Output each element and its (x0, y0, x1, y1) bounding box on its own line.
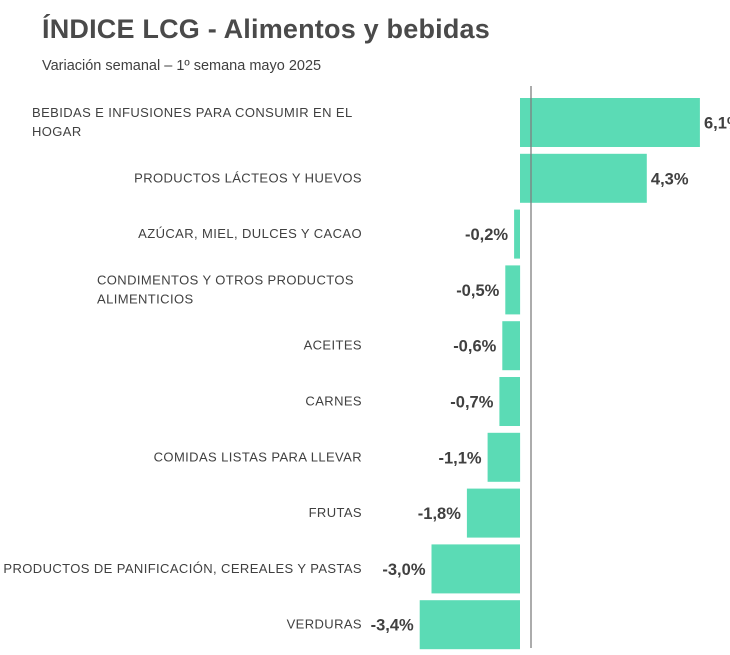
bar-value-label: -3,0% (382, 561, 425, 579)
category-label: VERDURAS (287, 617, 362, 632)
bar (520, 98, 700, 147)
bar-value-label: -0,7% (450, 394, 493, 412)
category-label-line: BEBIDAS E INFUSIONES PARA CONSUMIR EN EL (32, 105, 353, 120)
category-label: COMIDAS LISTAS PARA LLEVAR (154, 449, 362, 464)
bar (514, 209, 520, 259)
bar-value-label: -0,2% (465, 226, 508, 244)
bar-value-label: -3,4% (371, 617, 414, 635)
category-label-line: HOGAR (32, 124, 82, 139)
bar (502, 321, 520, 371)
category-label: PRODUCTOS DE PANIFICACIÓN, CEREALES Y PA… (3, 561, 362, 576)
bar-value-label: -1,1% (438, 449, 481, 467)
bar-value-label: 4,3% (651, 170, 689, 188)
value-labels-group: 6,1% 4,3% -0,2% -0,5% -0,6% -0,7% -1,1% -1,8% -3… (371, 115, 730, 635)
category-label: BEBIDAS E INFUSIONES PARA CONSUMIR EN EL… (32, 105, 353, 139)
category-label: PRODUCTOS LÁCTEOS Y HUEVOS (134, 170, 362, 185)
bar (419, 600, 520, 650)
bar-value-label: -1,8% (418, 505, 461, 523)
category-label-line: CONDIMENTOS Y OTROS PRODUCTOS (97, 272, 354, 287)
category-label-line: ALIMENTICIOS (97, 291, 194, 306)
bar (520, 153, 647, 203)
category-label: ACEITES (304, 338, 362, 353)
bar-value-label: 6,1% (704, 115, 730, 133)
chart-title: ÍNDICE LCG - Alimentos y bebidas (42, 14, 490, 44)
bar (431, 544, 520, 594)
bar (466, 488, 520, 538)
bar (487, 432, 521, 482)
category-labels-group: BEBIDAS E INFUSIONES PARA CONSUMIR EN EL… (3, 105, 362, 632)
bar-value-label: -0,6% (453, 338, 496, 356)
category-label: CONDIMENTOS Y OTROS PRODUCTOS ALIMENTICIO… (97, 272, 354, 306)
bar (499, 377, 520, 426)
bar (505, 265, 521, 315)
bar-value-label: -0,5% (456, 282, 499, 300)
chart-subtitle: Variación semanal – 1º semana mayo 2025 (42, 58, 322, 74)
bars-group (419, 98, 700, 650)
category-label: FRUTAS (309, 505, 362, 520)
category-label: AZÚCAR, MIEL, DULCES Y CACAO (138, 226, 362, 241)
category-label: CARNES (305, 394, 362, 409)
